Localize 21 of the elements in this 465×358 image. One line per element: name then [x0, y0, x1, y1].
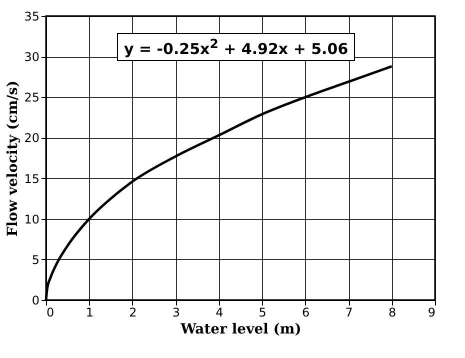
x-tick-label: 8: [388, 306, 396, 320]
x-tick-label: 6: [302, 306, 310, 320]
y-tick-label: 25: [24, 90, 40, 105]
x-tick-label: 2: [129, 306, 137, 320]
y-tick-label: 5: [32, 252, 40, 267]
x-tick-label: 5: [258, 306, 266, 320]
y-tick-label: 30: [24, 50, 40, 64]
y-tick-label: 35: [24, 10, 40, 24]
annotation: y = -0.25x$^{2}$ + 4.92x + 5.06: [117, 33, 356, 61]
x-tick-label: 3: [172, 306, 180, 320]
y-tick-label: 15: [24, 172, 40, 186]
y-tick-label: 20: [24, 131, 40, 146]
y-tick-label: 10: [24, 212, 40, 226]
x-tick-label: 7: [345, 306, 353, 320]
x-tick-label: 9: [428, 306, 436, 320]
x-tick-label: 4: [216, 306, 224, 320]
x-axis-title: Water level (m): [180, 322, 302, 338]
y-axis-title: Flow velocity (cm/s): [5, 80, 22, 237]
y-tick-label: 0: [32, 294, 40, 308]
x-tick-label: 1: [86, 306, 94, 320]
x-tick-label: 0: [46, 306, 54, 320]
